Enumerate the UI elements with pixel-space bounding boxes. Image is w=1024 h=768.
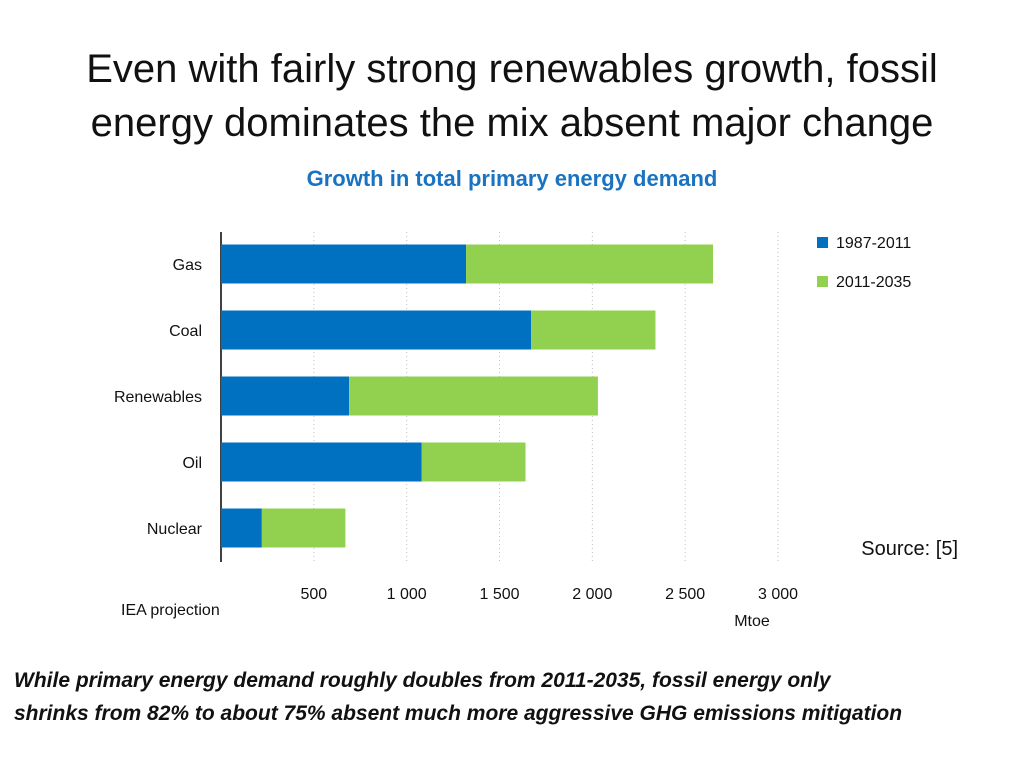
category-label-oil: Oil	[182, 455, 202, 472]
bar-renewables-2011-2035	[349, 376, 598, 416]
x-tick-label: 2 500	[665, 586, 705, 603]
x-tick-label: 1 000	[387, 586, 427, 603]
footer-line-2: shrinks from 82% to about 75% absent muc…	[14, 702, 903, 725]
legend-label-1987-2011: 1987-2011	[836, 235, 911, 252]
bar-gas-2011-2035	[466, 244, 714, 284]
bar-nuclear-1987-2011	[221, 508, 262, 548]
legend-label-2011-2035: 2011-2035	[836, 274, 911, 291]
chart-title: Growth in total primary energy demand	[306, 166, 718, 191]
x-tick-label: 500	[300, 586, 327, 603]
bar-oil-2011-2035	[421, 442, 526, 482]
footer-line-1: While primary energy demand roughly doub…	[14, 669, 831, 692]
category-label-gas: Gas	[173, 257, 202, 274]
x-tick-label: 2 000	[572, 586, 612, 603]
bar-coal-2011-2035	[531, 310, 656, 350]
projection-note: IEA projection	[121, 602, 220, 619]
bar-gas-1987-2011	[221, 244, 467, 284]
x-tick-label: 1 500	[479, 586, 519, 603]
x-axis-label: Mtoe	[734, 613, 770, 630]
legend-swatch-1987-2011	[817, 237, 828, 248]
slide-title-line-2: energy dominates the mix absent major ch…	[90, 101, 934, 145]
source-citation: Source: [5]	[861, 538, 958, 560]
slide-title: Even with fairly strong renewables growt…	[40, 42, 984, 150]
category-label-coal: Coal	[169, 323, 202, 340]
footer-note: While primary energy demand roughly doub…	[14, 664, 1014, 730]
category-label-nuclear: Nuclear	[147, 521, 203, 538]
bar-oil-1987-2011	[221, 442, 422, 482]
legend-swatch-2011-2035	[817, 276, 828, 287]
category-label-renewables: Renewables	[114, 389, 202, 406]
slide-title-line-1: Even with fairly strong renewables growt…	[86, 47, 938, 91]
x-tick-label: 3 000	[758, 586, 798, 603]
bar-renewables-1987-2011	[221, 376, 350, 416]
bar-coal-1987-2011	[221, 310, 532, 350]
bar-nuclear-2011-2035	[261, 508, 346, 548]
